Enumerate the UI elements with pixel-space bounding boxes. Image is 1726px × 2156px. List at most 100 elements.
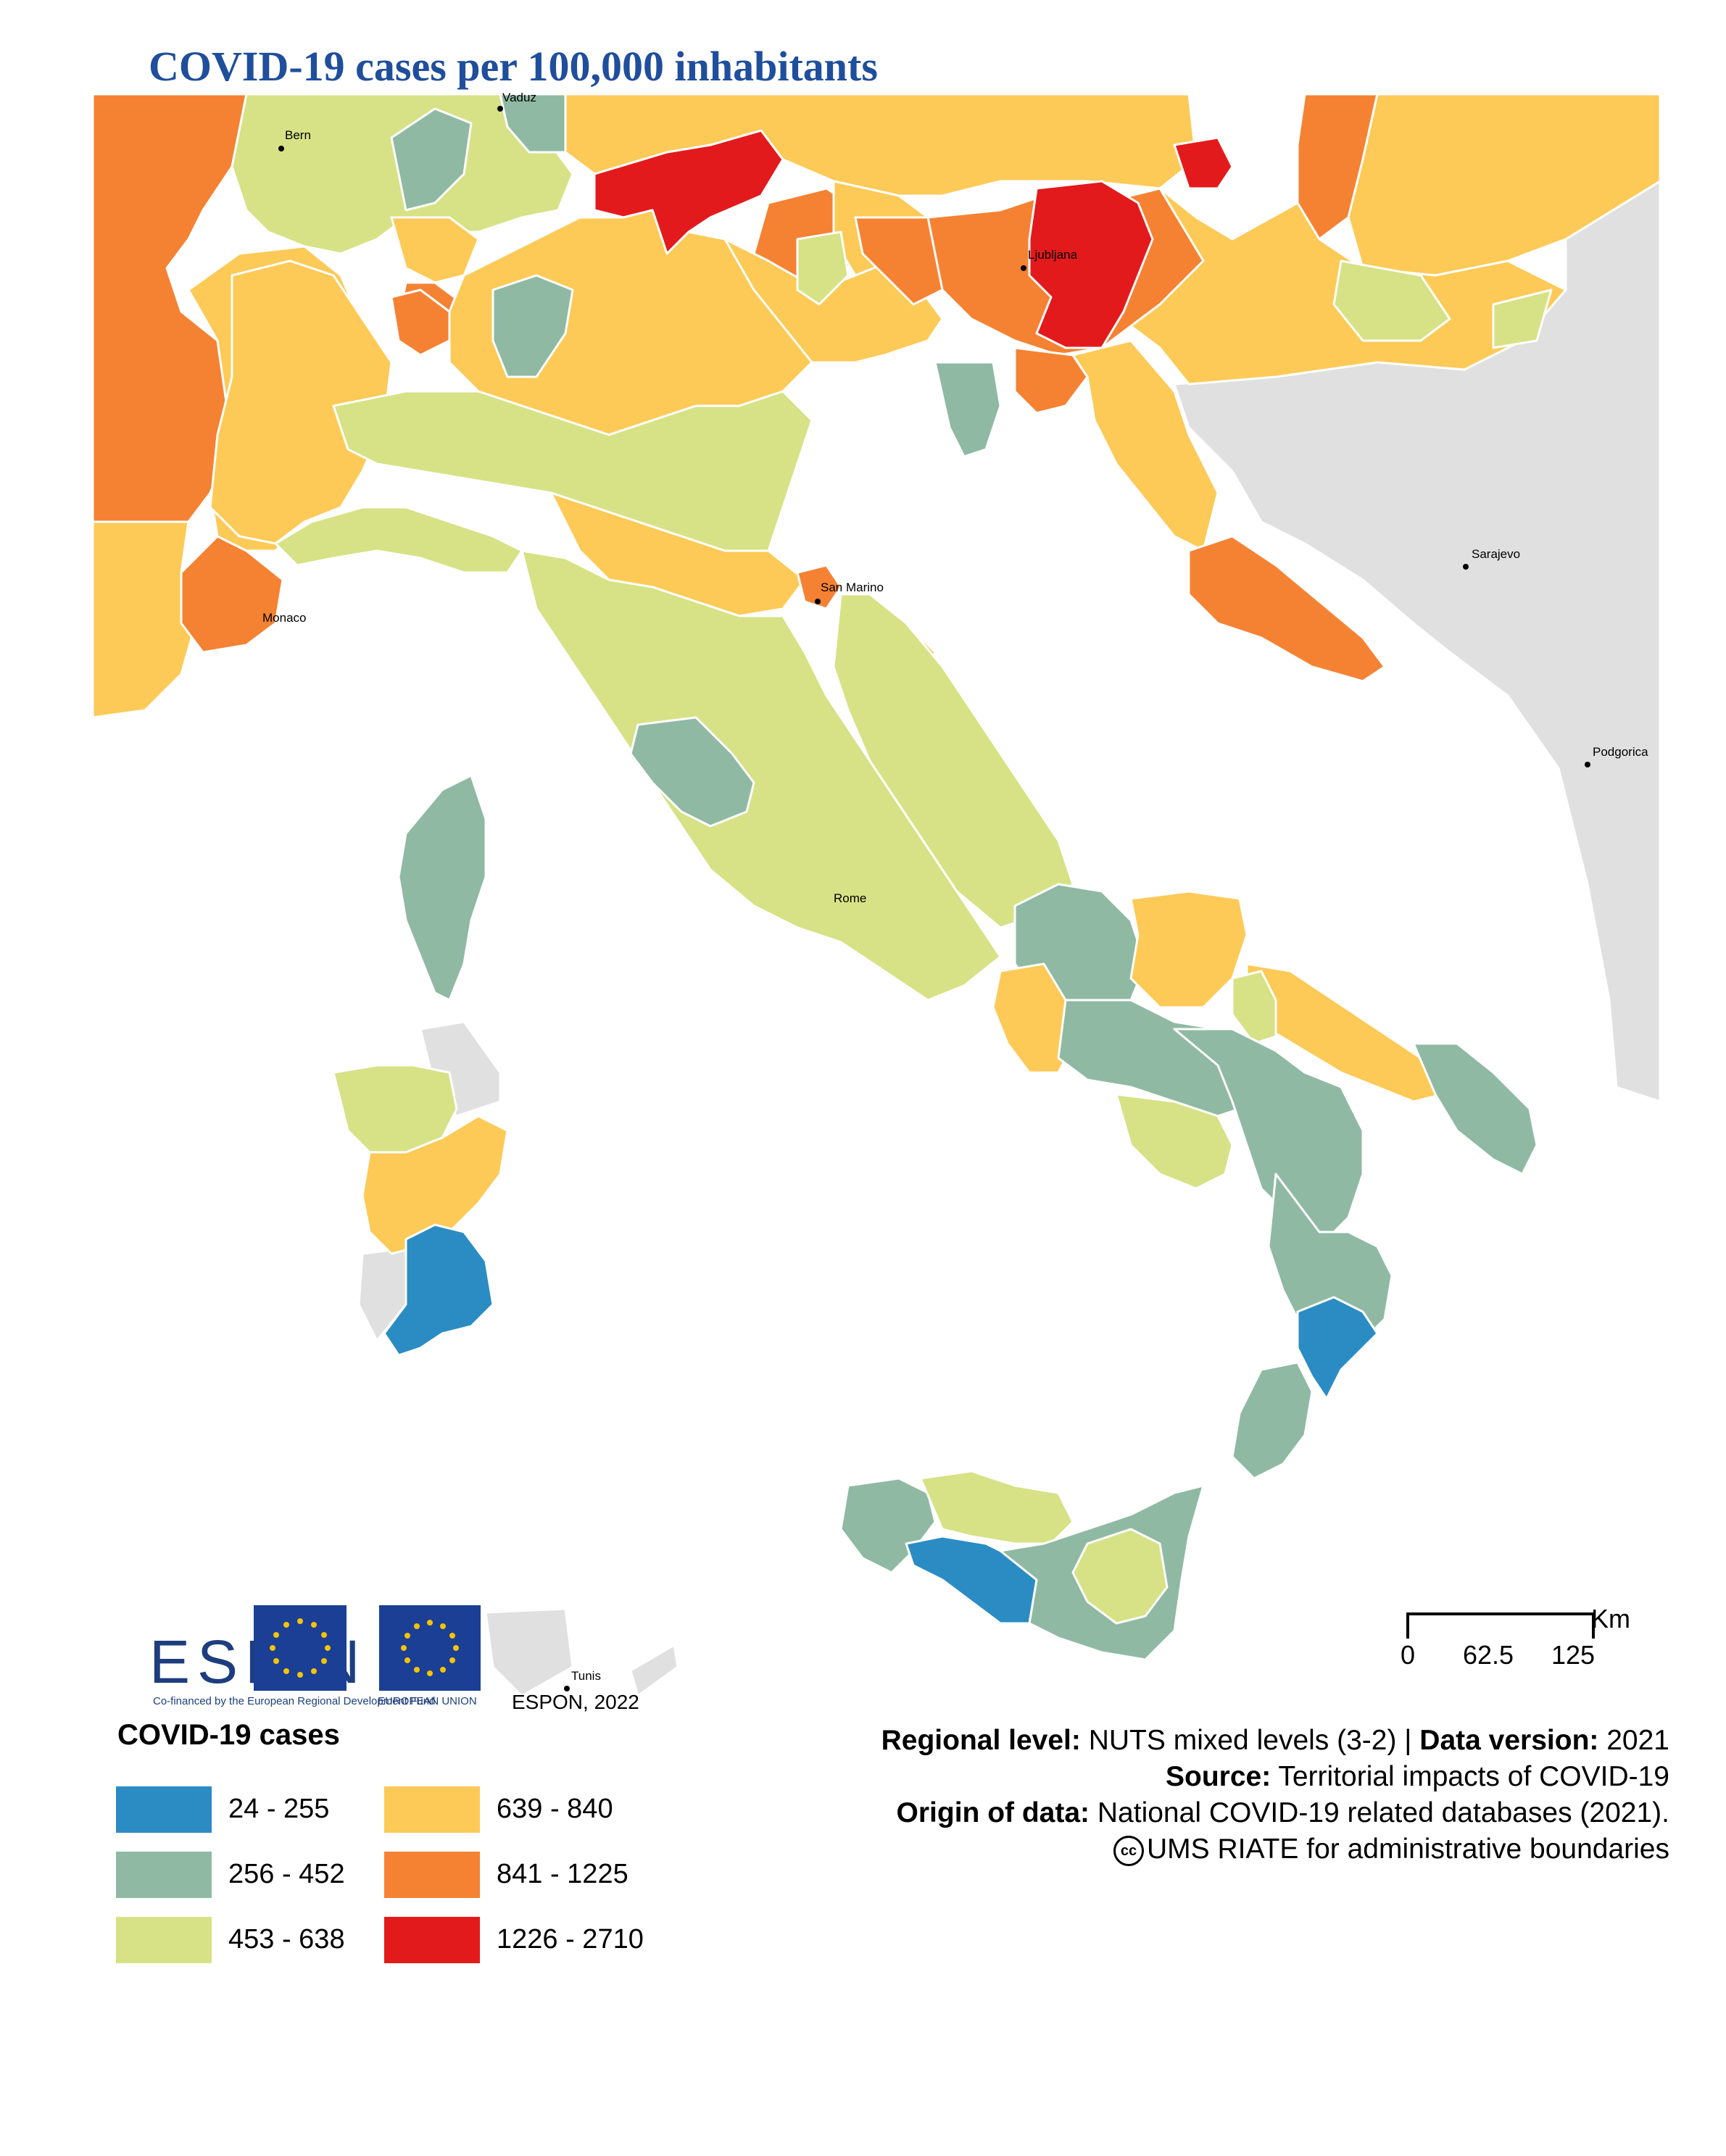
creative-commons-icon: cc xyxy=(1113,1835,1144,1866)
region-dalmatia-orange xyxy=(1187,535,1386,683)
espon-star-ring-icon xyxy=(254,1605,347,1691)
region-corsica-green xyxy=(397,774,487,1002)
scale-tick-label: 62.5 xyxy=(1463,1640,1514,1670)
city-label: Rome xyxy=(834,891,866,905)
regional-level-label: Regional level: xyxy=(881,1725,1081,1756)
legend-swatch xyxy=(384,1917,480,1963)
legend-swatch xyxy=(116,1786,212,1833)
city-label: Podgorica xyxy=(1593,745,1648,759)
cofinanced-text: Co-financed by the European Regional Dev… xyxy=(153,1695,436,1707)
credits-line-origin: Origin of data: National COVID-19 relate… xyxy=(881,1795,1669,1831)
city-dot xyxy=(1463,564,1469,570)
region-swiss-green xyxy=(390,107,473,212)
region-lecce-green xyxy=(1412,1042,1538,1175)
regional-level-value: NUTS mixed levels (3-2) | xyxy=(1088,1725,1412,1756)
legend-swatch xyxy=(116,1917,212,1963)
legend-title: COVID-19 cases xyxy=(117,1719,340,1751)
city-dot xyxy=(1021,265,1026,271)
region-cagliari-blue xyxy=(383,1223,494,1357)
city-label: Tunis xyxy=(571,1669,601,1683)
city-label: Monaco xyxy=(262,611,306,625)
region-liguria-light xyxy=(274,506,523,574)
map-credits: Regional level: NUTS mixed levels (3-2) … xyxy=(881,1723,1669,1868)
scale-unit: Km xyxy=(1591,1604,1630,1633)
legend-swatch xyxy=(384,1852,480,1898)
region-piedmont-west xyxy=(209,259,393,545)
legend-swatch xyxy=(116,1852,212,1898)
region-palermo-light xyxy=(919,1470,1074,1545)
no-data-tunisia-east xyxy=(629,1644,679,1697)
region-sanmarino-orange xyxy=(796,564,842,610)
espon-year: ESPON, 2022 xyxy=(512,1691,639,1713)
region-reggio-green xyxy=(1231,1361,1314,1480)
legend-label: 841 - 1225 xyxy=(497,1859,628,1889)
legend-item: 256 - 452 xyxy=(116,1852,406,1898)
legend-item: 453 - 638 xyxy=(116,1917,406,1963)
region-istria xyxy=(934,361,1002,458)
region-foggia-yellow xyxy=(1129,890,1248,1009)
region-crotone-blue xyxy=(1296,1296,1379,1400)
city-dot xyxy=(1585,762,1590,767)
no-data-tunisia xyxy=(484,1607,574,1697)
scale-bar: Km 0 62.5 125 xyxy=(1392,1604,1696,1683)
eu-flag-icon xyxy=(379,1605,481,1691)
region-puglia-light xyxy=(1231,970,1277,1045)
region-vaduz xyxy=(499,94,567,154)
source-label: Source: xyxy=(1166,1761,1271,1792)
region-sardinia-middle-yellow xyxy=(361,1115,509,1255)
scale-bar-line xyxy=(1406,1612,1595,1639)
data-version-value: 2021 xyxy=(1606,1725,1669,1756)
source-value: Territorial impacts of COVID-19 xyxy=(1278,1761,1669,1792)
legend-label: 24 - 255 xyxy=(228,1794,330,1824)
map-title: COVID-19 cases per 100,000 inhabitants xyxy=(149,43,878,90)
legend-swatch xyxy=(384,1786,480,1833)
credits-line-source: Source: Territorial impacts of COVID-19 xyxy=(881,1759,1669,1795)
region-france-south xyxy=(93,520,197,719)
region-croatia-east-green xyxy=(1492,288,1553,349)
region-provence xyxy=(180,535,284,654)
region-france-east xyxy=(93,94,248,523)
region-croatia-green xyxy=(1332,259,1451,342)
region-lika xyxy=(1071,339,1219,552)
espon-branding: ESP N Co-financed b xyxy=(93,1605,680,1721)
region-salerno-light xyxy=(1115,1093,1234,1190)
city-dot xyxy=(815,599,821,604)
legend-item: 639 - 840 xyxy=(384,1786,710,1833)
city-label: Vaduz xyxy=(502,91,536,104)
region-enna-light xyxy=(1071,1528,1169,1625)
region-grosseto-green xyxy=(629,716,755,828)
credits-line-boundaries: cc UMS RIATE for administrative boundarie… xyxy=(881,1831,1669,1868)
region-graz-red xyxy=(1173,136,1234,190)
scale-tick-label: 125 xyxy=(1551,1640,1596,1670)
legend-label: 453 - 638 xyxy=(228,1924,345,1955)
city-dot xyxy=(564,1686,570,1691)
city-dot xyxy=(278,146,284,151)
city-markers: Vaduz Bern Ljubljana San Marino Monaco Saraje… xyxy=(262,91,1648,1691)
region-trento-green xyxy=(491,274,574,378)
region-treviso-light xyxy=(796,230,850,306)
data-version-label: Data version: xyxy=(1419,1725,1599,1756)
city-label: Ljubljana xyxy=(1028,248,1078,262)
city-label: San Marino xyxy=(821,580,884,594)
region-basilicata-green xyxy=(1173,1028,1364,1248)
eu-label: EUROPEAN UNION xyxy=(378,1695,477,1707)
origin-label: Origin of data: xyxy=(896,1797,1090,1828)
origin-value: National COVID-19 related databases (202… xyxy=(1097,1797,1669,1828)
city-dot xyxy=(497,106,503,112)
city-label: Sarajevo xyxy=(1472,547,1520,561)
legend-item: 1226 - 2710 xyxy=(384,1917,710,1963)
city-label: Bern xyxy=(285,128,311,142)
region-naples-yellow xyxy=(992,962,1074,1074)
boundaries-credit: UMS RIATE for administrative boundaries xyxy=(1146,1834,1669,1865)
legend-item: 841 - 1225 xyxy=(384,1852,710,1898)
region-emilia-green xyxy=(332,390,813,552)
scale-tick-label: 0 xyxy=(1401,1640,1416,1670)
legend-item: 24 - 255 xyxy=(116,1786,406,1833)
credits-line-regional: Regional level: NUTS mixed levels (3-2) … xyxy=(881,1723,1669,1759)
legend-label: 256 - 452 xyxy=(228,1859,345,1889)
legend-label: 1226 - 2710 xyxy=(497,1924,644,1955)
region-friuli-orange xyxy=(854,216,944,306)
legend-label: 639 - 840 xyxy=(497,1794,613,1824)
